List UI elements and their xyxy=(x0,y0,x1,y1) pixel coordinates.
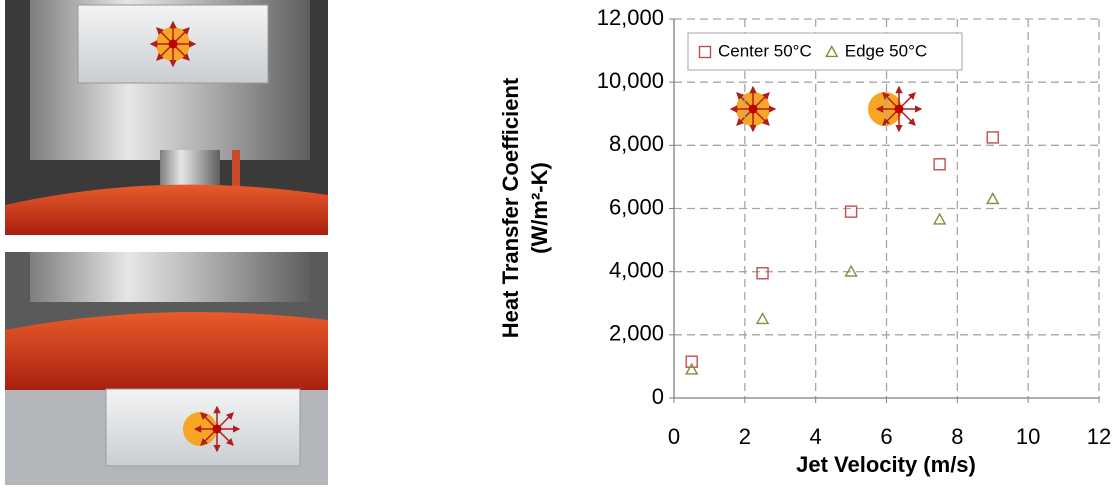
x-tick-label: 4 xyxy=(810,424,822,449)
x-tick-label: 10 xyxy=(1016,424,1040,449)
x-tick-label: 6 xyxy=(880,424,892,449)
y-tick-label: 4,000 xyxy=(609,257,664,282)
legend-marker xyxy=(825,45,839,58)
x-tick-label: 8 xyxy=(951,424,963,449)
y-tick-label: 0 xyxy=(652,384,664,409)
point xyxy=(755,312,770,325)
legend-marker xyxy=(698,45,712,59)
plot: 0 2,000 4,000 6,000 8,000 10,000 12,000 0 2 4 6 8 10… xyxy=(597,5,1112,449)
photo-bottom xyxy=(5,252,328,485)
point xyxy=(756,267,769,280)
y-tick-label: 8,000 xyxy=(609,131,664,156)
center-icon xyxy=(731,87,775,131)
y-tick-label: 12,000 xyxy=(597,5,664,30)
edge-icon xyxy=(868,87,921,131)
y-tick-label: 10,000 xyxy=(597,68,664,93)
x-tick-label: 12 xyxy=(1087,424,1111,449)
legend-label: Edge 50°C xyxy=(845,41,927,60)
y-tick-label: 6,000 xyxy=(609,194,664,219)
photo-top xyxy=(5,0,328,235)
point xyxy=(844,205,858,218)
point xyxy=(932,212,947,225)
y-axis-title: (W/m²-K) xyxy=(527,162,552,254)
point xyxy=(986,131,999,144)
legend-box xyxy=(687,32,963,71)
point xyxy=(685,355,698,368)
y-tick-label: 2,000 xyxy=(609,321,664,346)
y-axis-title: Heat Transfer Coefficient xyxy=(498,77,523,338)
x-tick-label: 0 xyxy=(668,424,680,449)
point xyxy=(844,264,858,277)
x-axis-title: Jet Velocity (m/s) xyxy=(796,452,976,477)
x-tick-label: 2 xyxy=(739,424,751,449)
legend-label: Center 50°C xyxy=(718,41,812,60)
point xyxy=(986,192,1000,205)
point xyxy=(685,362,699,375)
point xyxy=(933,158,946,171)
